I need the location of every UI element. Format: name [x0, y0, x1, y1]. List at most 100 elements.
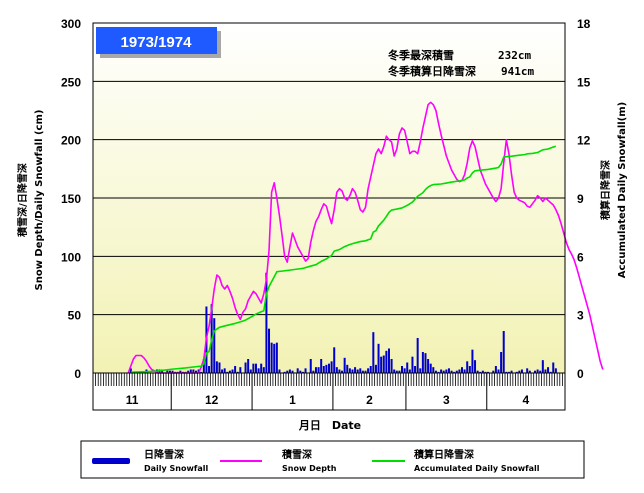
- y-right-tick-label: 15: [577, 75, 591, 89]
- snowfall-bar: [254, 363, 257, 373]
- snowfall-bar: [460, 367, 463, 373]
- snowfall-bar: [427, 359, 430, 373]
- snowfall-bar: [374, 364, 377, 373]
- snowfall-bar: [447, 368, 450, 373]
- snowfall-bar: [252, 363, 255, 373]
- month-label: 3: [443, 393, 450, 407]
- snowfall-bar: [189, 369, 192, 373]
- snowfall-bar: [403, 368, 406, 373]
- snowfall-bar: [202, 359, 205, 373]
- snowfall-bar: [481, 370, 484, 373]
- snowfall-bar: [228, 370, 231, 373]
- snowfall-bar: [278, 369, 281, 373]
- snowfall-bar: [518, 370, 521, 373]
- snowfall-bar: [192, 369, 195, 373]
- snowfall-bar: [364, 370, 367, 373]
- snowfall-bar: [129, 368, 132, 373]
- snowfall-bar: [288, 369, 291, 373]
- snowfall-bar: [526, 368, 529, 373]
- snowfall-bar: [231, 369, 234, 373]
- snowfall-bar: [552, 362, 555, 373]
- snowfall-bar: [296, 368, 299, 373]
- snowfall-bar: [249, 369, 252, 373]
- legend-daily-snowfall-label-en: Daily Snowfall: [144, 464, 208, 473]
- legend-daily-snowfall-swatch: [92, 458, 130, 464]
- title-badge: 1973/1974: [96, 27, 221, 58]
- snowfall-bar: [168, 370, 171, 373]
- snowfall-bar: [416, 338, 419, 373]
- snowfall-bar: [171, 370, 174, 373]
- snowfall-bar: [466, 361, 469, 373]
- snowfall-bar: [432, 367, 435, 373]
- month-label: 4: [523, 393, 530, 407]
- snowfall-bar: [309, 359, 312, 373]
- snowfall-bar: [359, 368, 362, 373]
- y-left-tick-label: 250: [61, 75, 81, 89]
- snowfall-bar: [544, 369, 547, 373]
- snowfall-bar: [239, 367, 242, 373]
- legend: 日降雪深 Daily Snowfall 積雪深 Snow Depth 積算日降雪…: [80, 440, 585, 479]
- snowfall-bar: [268, 328, 271, 373]
- snowfall-bar: [520, 369, 523, 373]
- month-label: 1: [289, 393, 296, 407]
- snowfall-bar: [275, 342, 278, 373]
- snowfall-bar: [299, 370, 302, 373]
- snow-depth-line: [127, 101, 604, 374]
- snowfall-bar: [312, 370, 315, 373]
- snowfall-bar: [510, 370, 513, 373]
- snowfall-bar: [554, 368, 557, 373]
- snowfall-bar: [333, 347, 336, 373]
- snowfall-bar: [226, 371, 229, 373]
- snowfall-bar: [484, 371, 487, 373]
- snowfall-bar: [338, 369, 341, 373]
- snowfall-bar: [387, 348, 390, 373]
- snowfall-bar: [161, 369, 164, 373]
- snowfall-bar: [463, 369, 466, 373]
- snowfall-bar: [474, 360, 477, 373]
- y-right-tick-label: 9: [577, 192, 584, 206]
- snowfall-bar: [179, 370, 182, 373]
- snowfall-bar: [325, 364, 328, 373]
- snowfall-bar: [440, 369, 443, 373]
- legend-accumulated-label: 積算日降雪深: [413, 448, 474, 461]
- y-left-tick-label: 100: [61, 250, 81, 264]
- snowfall-bar: [218, 362, 221, 373]
- snowfall-bar: [348, 368, 351, 373]
- snowfall-bar: [494, 366, 497, 373]
- month-label: 12: [205, 393, 219, 407]
- snowfall-bar: [322, 366, 325, 373]
- snowfall-bar: [536, 369, 539, 373]
- snowfall-bar: [453, 371, 456, 373]
- x-axis-title: 月日 Date: [298, 419, 361, 432]
- legend-accumulated-label-en: Accumulated Daily Snowfall: [414, 464, 540, 473]
- snowfall-bar: [200, 371, 203, 373]
- snowfall-bar: [195, 370, 198, 373]
- snowfall-bar: [455, 370, 458, 373]
- snowfall-bar: [327, 363, 331, 373]
- snowfall-bar: [247, 359, 250, 373]
- snowfall-bar: [215, 361, 218, 373]
- snowfall-bar: [390, 359, 393, 373]
- snowfall-bar: [445, 369, 448, 373]
- y-left-tick-label: 300: [61, 17, 81, 31]
- y-axis-right-title: 積算日降雪深: [599, 160, 612, 221]
- snowfall-bar: [406, 362, 409, 373]
- snowfall-bar: [367, 368, 370, 373]
- snowfall-bar: [257, 368, 260, 373]
- snowfall-bar: [393, 369, 396, 373]
- snowfall-bar: [314, 367, 317, 373]
- snowfall-bar: [283, 371, 286, 373]
- y-left-tick-label: 200: [61, 134, 81, 148]
- y-axis-right-title-en: Accumulated Daily Snowfall(m): [617, 102, 628, 278]
- y-left-tick-label: 150: [61, 192, 81, 206]
- snowfall-bar: [223, 368, 226, 373]
- legend-snow-depth-label: 積雪深: [281, 448, 312, 461]
- snowfall-bar: [385, 350, 388, 373]
- snowfall-bar: [380, 356, 383, 373]
- snowfall-bar: [398, 370, 401, 373]
- snowfall-bar: [244, 362, 247, 373]
- legend-snow-depth-label-en: Snow Depth: [282, 464, 337, 473]
- snowfall-bar: [434, 370, 437, 373]
- snowfall-bar: [304, 368, 307, 373]
- snowfall-bar: [408, 369, 411, 373]
